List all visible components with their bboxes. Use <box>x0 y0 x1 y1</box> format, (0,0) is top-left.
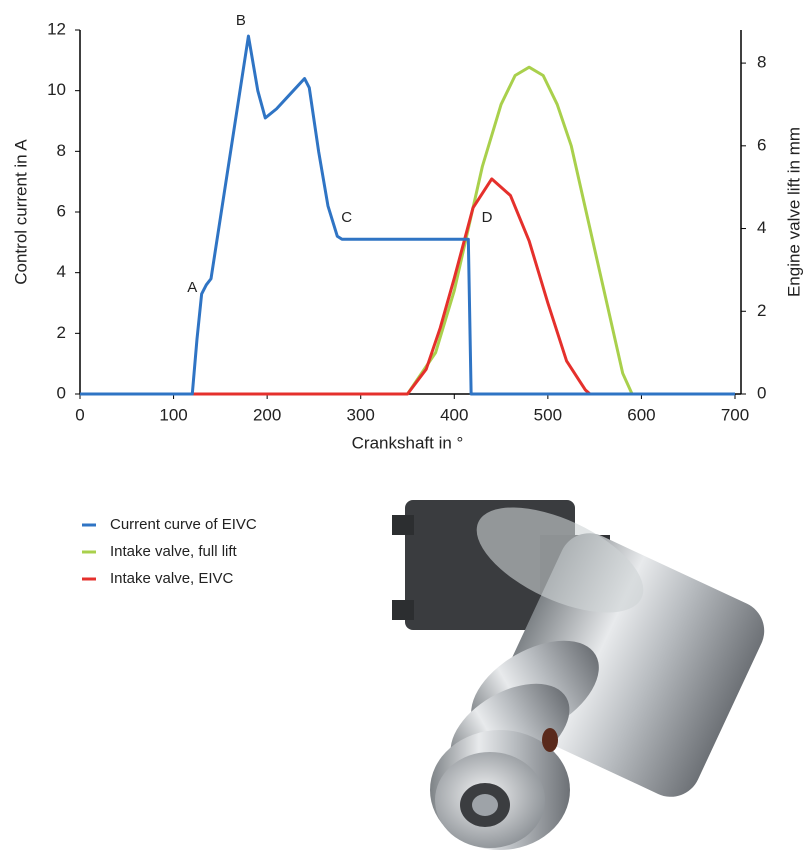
legend-label: Current curve of EIVC <box>110 516 257 533</box>
valve-photo <box>392 500 765 850</box>
annotation: B <box>236 12 246 29</box>
y-axis-label: Control current in A <box>11 139 30 285</box>
x-tick-label: 200 <box>253 405 281 424</box>
y2-tick-label: 6 <box>757 135 766 154</box>
x-tick-label: 500 <box>534 405 562 424</box>
x-tick-label: 700 <box>721 405 749 424</box>
series-line <box>192 177 591 396</box>
series-line <box>406 65 634 395</box>
y2-tick-label: 2 <box>757 301 766 320</box>
x-axis-label: Crankshaft in ° <box>352 433 464 452</box>
legend-label: Intake valve, full lift <box>110 543 238 560</box>
annotation: D <box>482 209 493 226</box>
annotation: A <box>187 279 197 296</box>
y-tick-label: 10 <box>47 80 66 99</box>
y-tick-label: 12 <box>47 19 66 38</box>
y-tick-label: 0 <box>57 383 66 402</box>
legend-label: Intake valve, EIVC <box>110 570 234 587</box>
series-line <box>80 34 735 396</box>
y-tick-label: 8 <box>57 141 66 160</box>
y2-tick-label: 8 <box>757 53 766 72</box>
x-tick-label: 600 <box>627 405 655 424</box>
y2-axis-label: Engine valve lift in mm <box>784 127 803 297</box>
y-tick-label: 2 <box>57 323 66 342</box>
x-tick-label: 400 <box>440 405 468 424</box>
x-tick-label: 300 <box>347 405 375 424</box>
y2-tick-label: 4 <box>757 218 766 237</box>
x-tick-label: 0 <box>75 405 84 424</box>
annotation: C <box>341 209 352 226</box>
y2-tick-label: 0 <box>757 383 766 402</box>
y-tick-label: 6 <box>57 201 66 220</box>
x-tick-label: 100 <box>159 405 187 424</box>
y-tick-label: 4 <box>57 262 66 281</box>
